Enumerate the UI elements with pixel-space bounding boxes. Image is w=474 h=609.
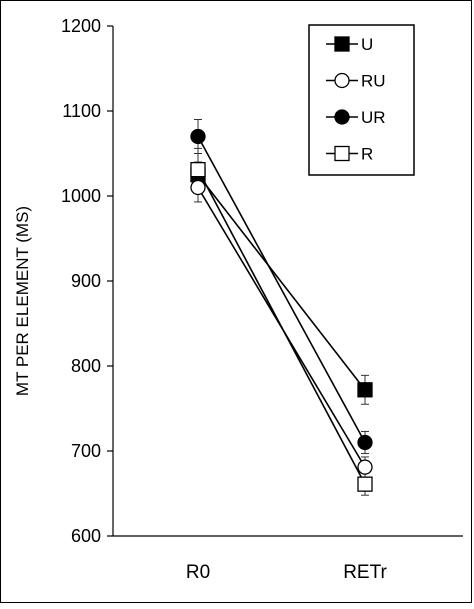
data-point-ur	[190, 128, 206, 145]
series-u	[194, 161, 369, 405]
y-tick-label: 1200	[61, 16, 101, 36]
series-line	[197, 136, 366, 443]
y-tick-label: 1000	[61, 186, 101, 206]
legend-entry-r: R	[326, 145, 373, 164]
axes: 600 700 800 900 1000 1100 1200 R0 RETr	[61, 16, 463, 583]
y-axis-label: MT PER ELEMENT (MS)	[13, 206, 32, 396]
legend-box	[308, 24, 415, 176]
series-layer	[190, 119, 373, 496]
legend-label: R	[361, 145, 373, 164]
legend-entry-u: U	[326, 35, 373, 54]
legend-entry-ur: UR	[326, 108, 386, 127]
data-point-r	[190, 161, 206, 178]
x-category-label: RETr	[343, 562, 387, 583]
series-line	[197, 174, 366, 391]
data-point-ru	[357, 459, 373, 475]
y-tick-label: 700	[71, 441, 101, 461]
legend-marker	[334, 145, 350, 162]
y-tick-label: 800	[71, 356, 101, 376]
series-r	[194, 147, 369, 496]
legend-marker	[334, 72, 350, 89]
data-point-ru	[190, 179, 206, 196]
data-point-ur	[357, 434, 373, 451]
legend-label: UR	[361, 108, 386, 127]
legend-marker	[334, 109, 350, 125]
legend-entry-ru: RU	[326, 72, 386, 91]
data-point-u	[357, 382, 373, 398]
series-line	[197, 169, 366, 485]
legend-marker	[334, 36, 350, 52]
y-tick-label: 600	[71, 526, 101, 546]
y-tick-label: 1100	[62, 101, 101, 121]
x-category-label: R0	[186, 562, 210, 583]
legend: U RU UR R	[308, 24, 415, 176]
legend-label: RU	[361, 72, 386, 91]
legend-label: U	[361, 35, 373, 54]
y-tick-label: 900	[71, 271, 101, 291]
data-point-r	[357, 476, 373, 492]
